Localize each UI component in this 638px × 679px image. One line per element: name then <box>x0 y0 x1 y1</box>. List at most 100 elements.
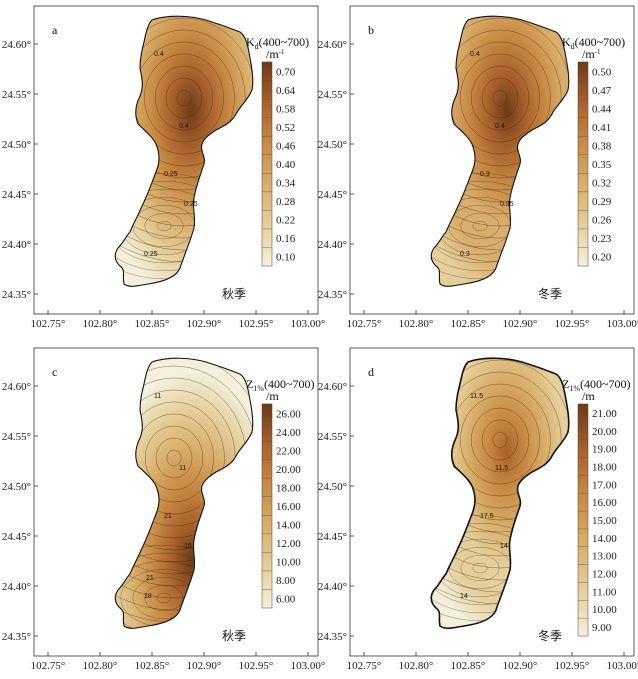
contour-line <box>165 77 203 119</box>
lon-tick: 102.85° <box>451 318 486 330</box>
contour-label: 11.5 <box>470 393 483 400</box>
lat-tick: 24.55° <box>318 89 347 101</box>
contour-line <box>144 584 184 612</box>
contour-label: 11 <box>154 393 161 400</box>
contour-line <box>115 358 253 599</box>
panel-letter: d <box>368 365 374 379</box>
contour-label: 11.5 <box>495 465 508 472</box>
legend-tick: 0.29 <box>592 196 612 208</box>
lat-tick: 24.55° <box>2 431 31 443</box>
contour-line <box>460 554 500 582</box>
contour-label: 14 <box>460 593 468 600</box>
legend-tick: 24.00 <box>276 427 301 439</box>
lat-tick: 24.60° <box>318 381 347 393</box>
lat-tick: 24.55° <box>2 89 31 101</box>
contour-line <box>431 16 569 239</box>
lat-tick: 24.50° <box>318 139 347 151</box>
contour-line <box>144 212 184 240</box>
contour-line <box>481 419 519 461</box>
season-label: 冬季 <box>538 628 562 643</box>
contour-line <box>470 407 530 473</box>
contour-label: 18 <box>144 593 152 600</box>
contour-line <box>460 53 540 143</box>
legend-tick: 0.22 <box>276 215 295 227</box>
contour-label: 0.4 <box>179 123 189 130</box>
contour-line <box>472 562 488 574</box>
legend-tick: 0.40 <box>276 159 296 171</box>
lon-tick: 102.90° <box>187 660 222 672</box>
contour-line <box>431 16 569 203</box>
lon-tick: 102.95° <box>555 318 590 330</box>
lat-tick: 24.60° <box>2 39 31 51</box>
contour-label: 0.35 <box>500 201 514 208</box>
contour-line <box>460 212 500 240</box>
legend-tick: 0.16 <box>276 233 296 245</box>
contour-label: 14 <box>500 543 508 550</box>
lat-tick: 24.50° <box>2 481 31 493</box>
legend-tick: 10.00 <box>592 604 617 616</box>
contour-line <box>115 16 253 227</box>
legend-tick: 14.00 <box>276 520 301 532</box>
legend-tick: 15.00 <box>592 515 617 527</box>
contour-line <box>115 16 253 251</box>
lat-tick: 24.45° <box>318 189 347 201</box>
legend-title: Kd(400~700) <box>246 35 309 51</box>
season-label: 冬季 <box>538 286 562 301</box>
lat-tick: 24.40° <box>2 581 31 593</box>
contour-line <box>492 431 508 449</box>
panel-c: 11 11 16 18 21 21 c 秋季 Z1%(400~700)/m 26.00 24.00 2… <box>2 347 325 672</box>
contour-label: 0.25 <box>144 251 158 258</box>
contour-label: 0.25 <box>164 171 178 178</box>
lon-tick: 102.95° <box>555 660 590 672</box>
lon-tick: 102.80° <box>83 660 118 672</box>
contour-line <box>431 358 569 545</box>
lon-tick: 102.80° <box>83 318 118 330</box>
contour-line <box>155 437 193 479</box>
lat-tick: 24.60° <box>318 39 347 51</box>
legend-tick: 26.00 <box>276 408 301 420</box>
lon-tick: 102.85° <box>451 660 486 672</box>
lake-outline <box>114 15 254 287</box>
contour-line <box>431 359 569 521</box>
lon-tick: 102.75° <box>31 660 66 672</box>
season-label: 秋季 <box>222 287 246 301</box>
panel-letter: a <box>52 23 58 37</box>
legend-tick: 21.00 <box>592 408 617 420</box>
contour-line <box>431 358 569 533</box>
lon-tick: 103.00° <box>607 660 638 672</box>
legend-tick: 0.64 <box>276 85 296 97</box>
legend-tick: 0.70 <box>276 66 296 78</box>
contour-line <box>492 89 508 107</box>
legend-tick: 10.00 <box>276 557 301 569</box>
lat-tick: 24.45° <box>2 189 31 201</box>
contour-line <box>431 17 569 179</box>
contour-line <box>431 358 569 593</box>
legend-tick: 0.20 <box>592 252 612 264</box>
lon-tick: 102.80° <box>399 318 434 330</box>
contour-line <box>176 89 192 107</box>
legend-tick: 0.47 <box>592 85 612 97</box>
lon-tick: 103.00° <box>291 318 326 330</box>
lake-outline <box>430 15 570 287</box>
colorbar <box>261 61 273 267</box>
lon-tick: 102.85° <box>135 318 170 330</box>
legend-title: Z1%(400~700) <box>246 377 315 393</box>
contour-line <box>431 358 569 581</box>
lat-tick: 24.60° <box>2 381 31 393</box>
contour-line <box>431 16 569 251</box>
lon-tick: 102.90° <box>187 318 222 330</box>
contour-line <box>481 77 519 119</box>
lat-tick: 24.45° <box>318 531 347 543</box>
lon-tick: 102.85° <box>135 660 170 672</box>
colorbar <box>577 61 589 267</box>
lon-tick: 102.95° <box>239 660 274 672</box>
legend-tick: 22.00 <box>276 445 301 457</box>
legend-tick: 8.00 <box>276 575 296 587</box>
legend-tick: 0.38 <box>592 140 612 152</box>
contour-line <box>144 425 204 491</box>
legend-unit: /m <box>582 389 595 403</box>
colorbar <box>577 403 589 637</box>
contour-label: 21 <box>164 513 172 520</box>
contour-label: 0.3 <box>480 171 490 178</box>
